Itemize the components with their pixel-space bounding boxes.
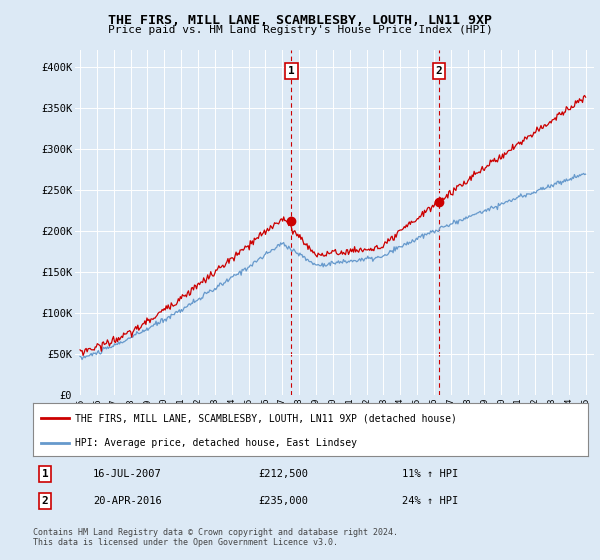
Text: 1: 1 xyxy=(288,66,295,76)
Text: 2: 2 xyxy=(436,66,442,76)
Text: £212,500: £212,500 xyxy=(258,469,308,479)
Text: 20-APR-2016: 20-APR-2016 xyxy=(93,496,162,506)
Text: HPI: Average price, detached house, East Lindsey: HPI: Average price, detached house, East… xyxy=(74,438,356,448)
Text: 11% ↑ HPI: 11% ↑ HPI xyxy=(402,469,458,479)
Text: THE FIRS, MILL LANE, SCAMBLESBY, LOUTH, LN11 9XP (detached house): THE FIRS, MILL LANE, SCAMBLESBY, LOUTH, … xyxy=(74,413,457,423)
Text: THE FIRS, MILL LANE, SCAMBLESBY, LOUTH, LN11 9XP: THE FIRS, MILL LANE, SCAMBLESBY, LOUTH, … xyxy=(108,14,492,27)
Text: 2: 2 xyxy=(41,496,49,506)
Text: Price paid vs. HM Land Registry's House Price Index (HPI): Price paid vs. HM Land Registry's House … xyxy=(107,25,493,35)
Text: £235,000: £235,000 xyxy=(258,496,308,506)
Text: Contains HM Land Registry data © Crown copyright and database right 2024.
This d: Contains HM Land Registry data © Crown c… xyxy=(33,528,398,547)
Text: 16-JUL-2007: 16-JUL-2007 xyxy=(93,469,162,479)
Text: 24% ↑ HPI: 24% ↑ HPI xyxy=(402,496,458,506)
Text: 1: 1 xyxy=(41,469,49,479)
